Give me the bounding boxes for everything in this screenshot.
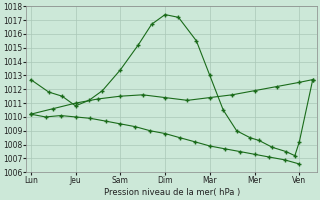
- X-axis label: Pression niveau de la mer( hPa ): Pression niveau de la mer( hPa ): [104, 188, 240, 197]
